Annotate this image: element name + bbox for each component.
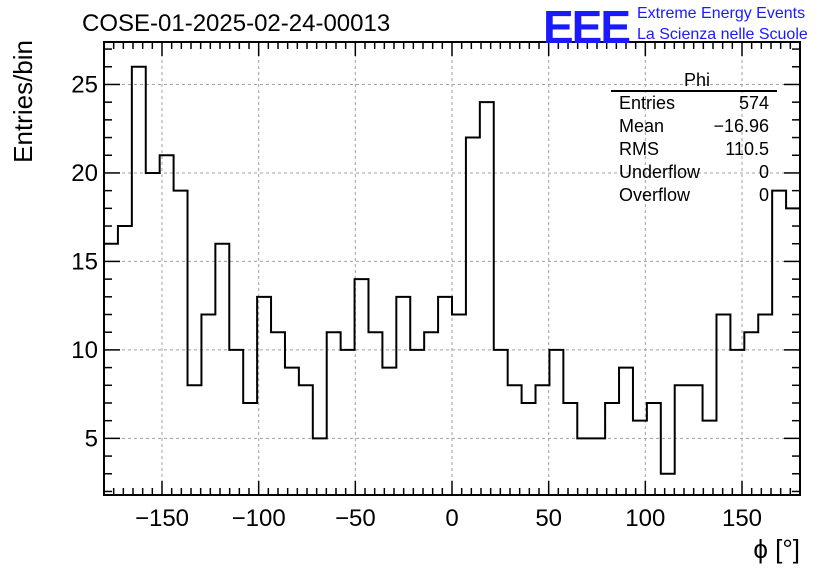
histogram-series <box>104 65 800 475</box>
stats-value: −16.96 <box>713 116 769 136</box>
stats-row-rms: RMS 110.5 <box>611 138 777 161</box>
x-tick-label: 150 <box>722 505 762 532</box>
y-tick-label: 15 <box>71 248 98 275</box>
x-tick-label: 0 <box>445 505 458 532</box>
y-tick-label: 20 <box>71 160 98 187</box>
y-tick-label: 25 <box>71 71 98 98</box>
x-tick-label: −150 <box>135 505 189 532</box>
eee-logo: EEE <box>543 1 631 53</box>
x-tick-label: −100 <box>232 505 286 532</box>
stats-label: Overflow <box>619 185 691 205</box>
stats-value: 574 <box>738 93 769 113</box>
y-tick-label: 5 <box>85 425 98 452</box>
axis-ticks <box>104 42 800 495</box>
logo-text-line1: Extreme Energy Events <box>637 5 806 22</box>
stats-label: RMS <box>619 139 659 159</box>
x-tick-labels: −150 −100 −50 0 50 100 150 <box>135 505 762 532</box>
chart-title: COSE-01-2025-02-24-00013 <box>82 10 391 37</box>
x-axis-label: ϕ [°] <box>753 534 800 564</box>
logo-text-line2: La Scienza nelle Scuole <box>637 26 808 43</box>
stats-label: Underflow <box>619 162 701 182</box>
x-tick-label: 100 <box>625 505 665 532</box>
y-tick-labels: 5 10 15 20 25 <box>71 71 98 452</box>
stats-value: 0 <box>758 185 769 205</box>
stats-value: 0 <box>758 162 769 182</box>
stats-label: Entries <box>619 93 676 113</box>
x-tick-label: −50 <box>335 505 376 532</box>
stats-row-entries: Entries 574 <box>611 92 777 115</box>
stats-value: 110.5 <box>725 139 769 159</box>
y-tick-label: 10 <box>71 337 98 364</box>
stats-label: Mean <box>619 116 665 136</box>
stats-row-underflow: Underflow 0 <box>611 161 777 184</box>
stats-title: Phi <box>611 70 777 92</box>
x-tick-label: 50 <box>535 505 562 532</box>
grid-lines <box>104 42 800 495</box>
stats-box: Phi Entries 574 Mean −16.96 RMS 110.5 Un… <box>611 70 777 207</box>
stats-row-overflow: Overflow 0 <box>611 184 777 207</box>
stats-row-mean: Mean −16.96 <box>611 115 777 138</box>
y-axis-label: Entries/bin <box>8 40 38 163</box>
